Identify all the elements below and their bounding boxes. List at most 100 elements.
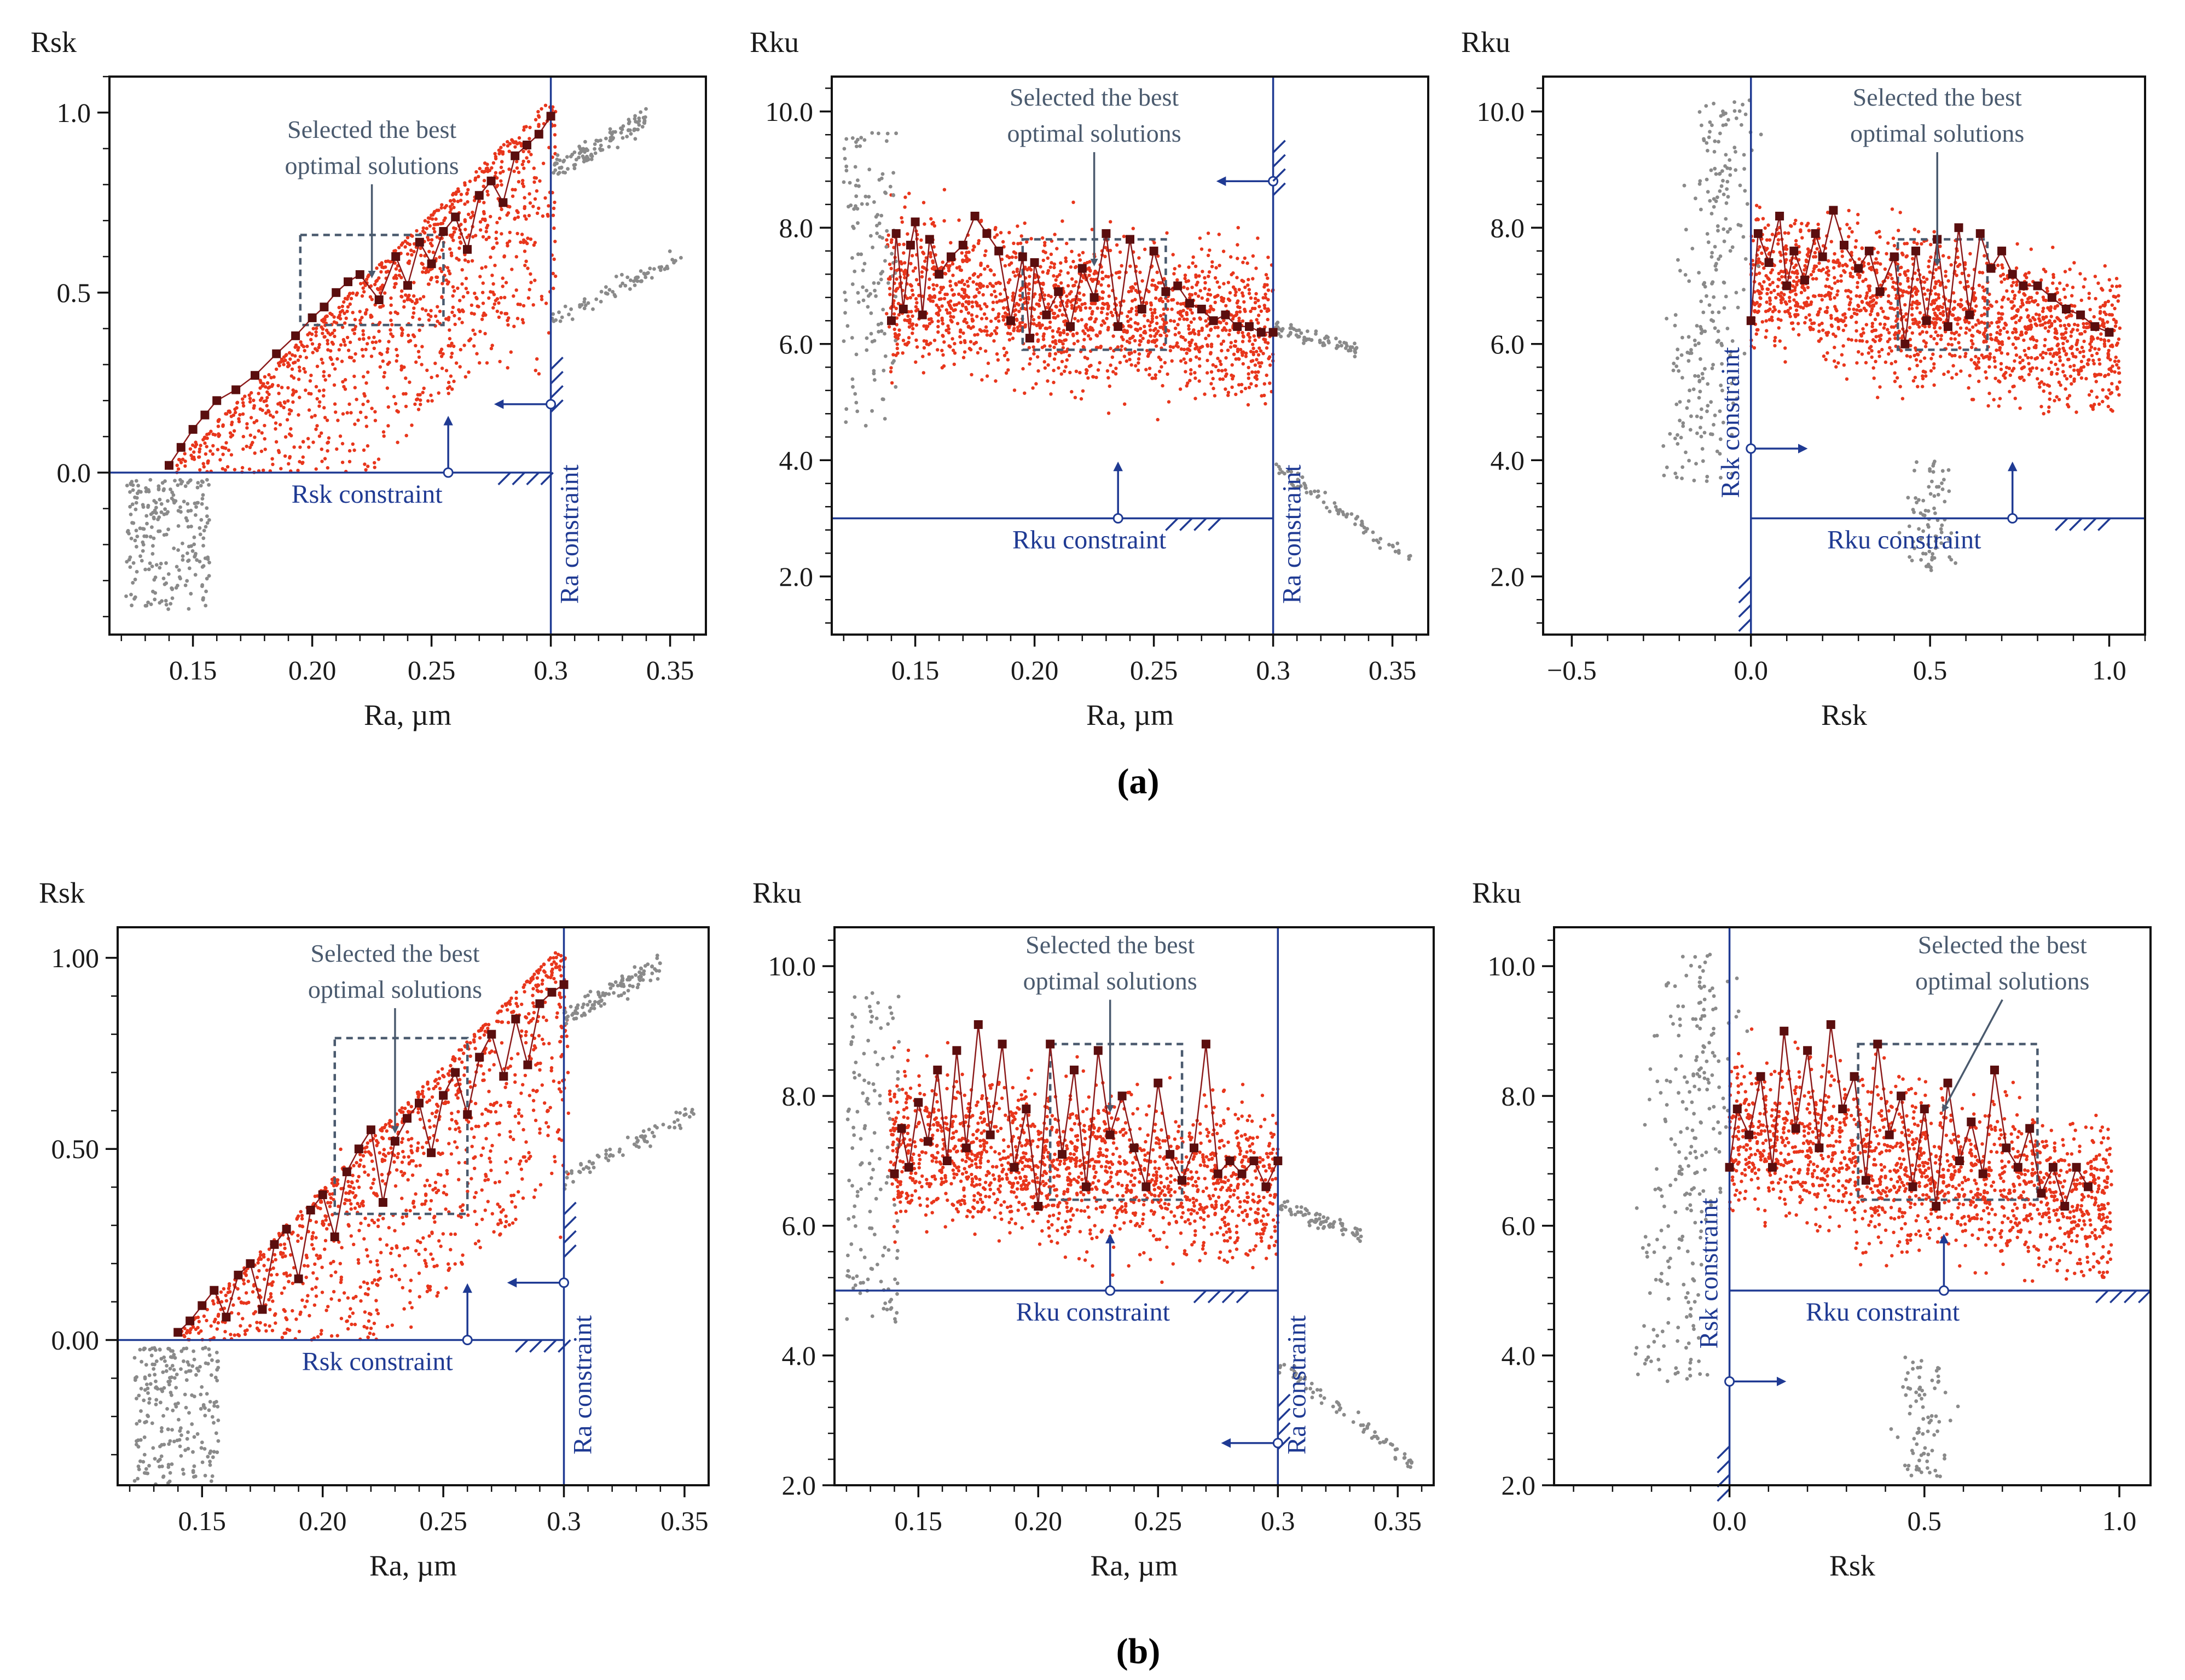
red-point bbox=[1042, 344, 1047, 348]
red-point bbox=[1207, 270, 1212, 274]
red-point bbox=[1228, 345, 1233, 349]
red-point bbox=[1216, 334, 1220, 338]
red-point bbox=[1861, 339, 1864, 343]
gray-point bbox=[853, 165, 857, 169]
red-point bbox=[1204, 319, 1208, 323]
red-point bbox=[1876, 261, 1880, 265]
red-point bbox=[410, 299, 414, 304]
gray-point bbox=[177, 568, 181, 572]
gray-point bbox=[560, 315, 564, 319]
red-point bbox=[1051, 329, 1055, 333]
red-point bbox=[931, 283, 935, 287]
red-point bbox=[2031, 366, 2035, 370]
constraint-label: Rku constraint bbox=[1012, 526, 1167, 555]
red-point bbox=[2050, 370, 2054, 374]
red-point bbox=[1074, 280, 1078, 284]
red-point bbox=[1226, 297, 1231, 301]
red-point bbox=[389, 303, 393, 307]
red-point bbox=[553, 133, 557, 137]
red-point bbox=[468, 179, 472, 183]
red-point bbox=[1251, 254, 1255, 258]
gray-point bbox=[879, 329, 884, 333]
red-point bbox=[1957, 333, 1961, 337]
red-point bbox=[1229, 255, 1233, 259]
gray-point bbox=[644, 107, 648, 111]
red-point bbox=[1111, 370, 1115, 374]
red-point bbox=[1925, 277, 1929, 281]
red-point bbox=[1069, 265, 1073, 269]
red-point bbox=[1847, 307, 1851, 311]
red-point bbox=[528, 125, 532, 130]
red-point bbox=[435, 208, 439, 212]
red-point bbox=[456, 200, 460, 204]
pareto-point bbox=[1197, 305, 1206, 313]
red-point bbox=[245, 444, 248, 449]
red-point bbox=[235, 400, 240, 404]
red-point bbox=[1155, 285, 1159, 289]
red-point bbox=[521, 178, 525, 183]
red-point bbox=[426, 313, 431, 317]
red-point bbox=[1920, 242, 1923, 246]
red-point bbox=[340, 461, 345, 464]
red-point bbox=[203, 441, 207, 445]
red-point bbox=[1065, 333, 1069, 336]
red-point bbox=[1841, 344, 1845, 348]
gray-point bbox=[181, 558, 185, 562]
red-point bbox=[1759, 291, 1763, 295]
red-point bbox=[1942, 372, 1946, 376]
red-point bbox=[1941, 310, 1945, 313]
red-point bbox=[1028, 275, 1031, 278]
gray-point bbox=[158, 566, 162, 570]
gray-point bbox=[125, 484, 129, 487]
red-point bbox=[351, 291, 355, 295]
red-point bbox=[1103, 254, 1107, 258]
red-point bbox=[2025, 308, 2029, 312]
gray-point bbox=[555, 153, 560, 157]
red-point bbox=[1150, 340, 1154, 344]
gray-point bbox=[611, 290, 615, 294]
red-point bbox=[2022, 338, 2026, 342]
red-point bbox=[258, 386, 262, 390]
red-point bbox=[1130, 307, 1134, 311]
red-point bbox=[466, 188, 470, 191]
red-point bbox=[892, 327, 896, 332]
red-point bbox=[342, 300, 346, 304]
red-point bbox=[213, 433, 217, 437]
red-point bbox=[2048, 391, 2052, 396]
red-point bbox=[378, 263, 381, 267]
red-point bbox=[1198, 346, 1202, 350]
red-point bbox=[2014, 346, 2018, 350]
red-point bbox=[405, 241, 409, 245]
red-point bbox=[1941, 254, 1945, 258]
red-point bbox=[1984, 355, 1987, 359]
red-point bbox=[941, 260, 945, 264]
red-point bbox=[1056, 314, 1060, 318]
y-tick-label: 8.0 bbox=[779, 212, 814, 243]
red-point bbox=[1247, 292, 1251, 295]
red-point bbox=[1934, 280, 1938, 284]
red-point bbox=[906, 232, 909, 236]
red-point bbox=[551, 271, 555, 276]
gray-point bbox=[1353, 354, 1357, 359]
red-point bbox=[338, 310, 343, 314]
red-point bbox=[473, 332, 477, 336]
gray-point bbox=[1341, 513, 1346, 516]
red-point bbox=[440, 248, 444, 252]
red-point bbox=[1083, 306, 1088, 310]
red-point bbox=[2070, 330, 2073, 334]
pareto-point bbox=[272, 349, 281, 358]
red-point bbox=[894, 306, 899, 311]
red-point bbox=[1066, 271, 1070, 275]
gray-point bbox=[131, 580, 135, 585]
red-point bbox=[942, 297, 947, 301]
red-point bbox=[1089, 301, 1093, 305]
red-point bbox=[965, 280, 970, 283]
red-point bbox=[2015, 280, 2019, 284]
pareto-point bbox=[1077, 264, 1087, 273]
red-point bbox=[1830, 287, 1834, 290]
red-point bbox=[1890, 325, 1894, 329]
red-point bbox=[421, 226, 425, 230]
red-point bbox=[524, 240, 528, 243]
gray-point bbox=[193, 555, 196, 559]
red-point bbox=[322, 388, 326, 392]
